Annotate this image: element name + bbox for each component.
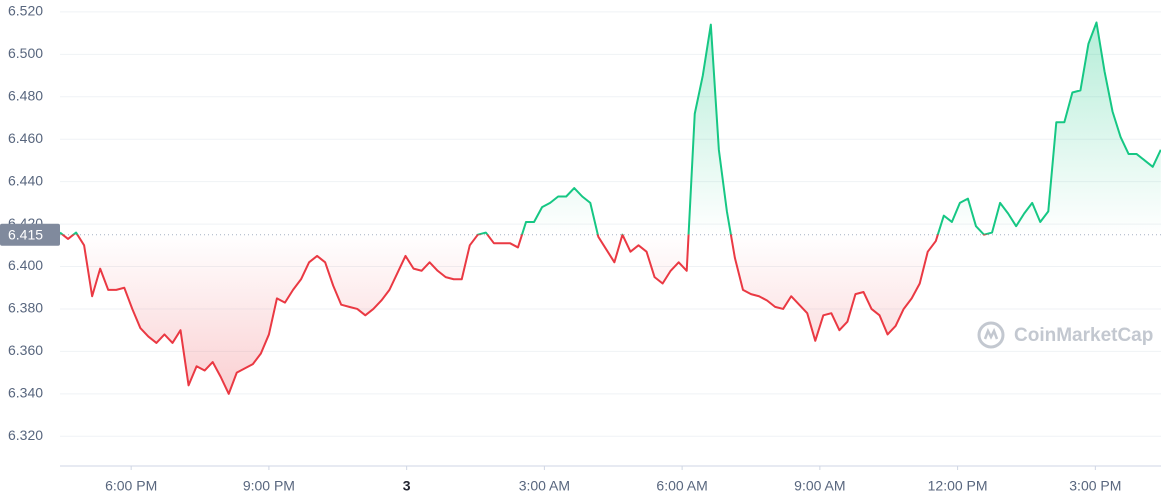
watermark: CoinMarketCap — [1014, 325, 1153, 346]
x-tick-label: 6:00 AM — [656, 478, 707, 494]
y-tick-label: 6.320 — [8, 427, 43, 443]
y-tick-label: 6.340 — [8, 385, 43, 401]
y-tick-label: 6.440 — [8, 172, 43, 188]
watermark-logo — [977, 321, 1005, 349]
y-tick-label: 6.520 — [8, 3, 43, 19]
y-tick-label: 6.480 — [8, 87, 43, 103]
x-tick-label: 3:00 AM — [519, 478, 570, 494]
x-tick-label: 3 — [403, 478, 411, 494]
x-tick-label: 6:00 PM — [105, 478, 157, 494]
baseline-label: 6.415 — [8, 226, 43, 242]
y-tick-label: 6.360 — [8, 342, 43, 358]
y-tick-label: 6.460 — [8, 130, 43, 146]
y-tick-label: 6.400 — [8, 257, 43, 273]
x-tick-label: 3:00 PM — [1069, 478, 1121, 494]
baseline-label-box — [0, 223, 60, 246]
x-tick-label: 12:00 PM — [928, 478, 988, 494]
logo-mark — [983, 327, 999, 340]
y-tick-label: 6.500 — [8, 45, 43, 61]
y-tick-label: 6.380 — [8, 300, 43, 316]
grid: 6.3206.3406.3606.3806.4006.4206.4406.460… — [8, 3, 1161, 443]
x-tick-label: 9:00 AM — [794, 478, 845, 494]
x-tick-label: 9:00 PM — [243, 478, 295, 494]
price-line — [59, 21, 1161, 395]
area-fill — [60, 22, 1161, 394]
logo-ring — [977, 321, 1005, 349]
